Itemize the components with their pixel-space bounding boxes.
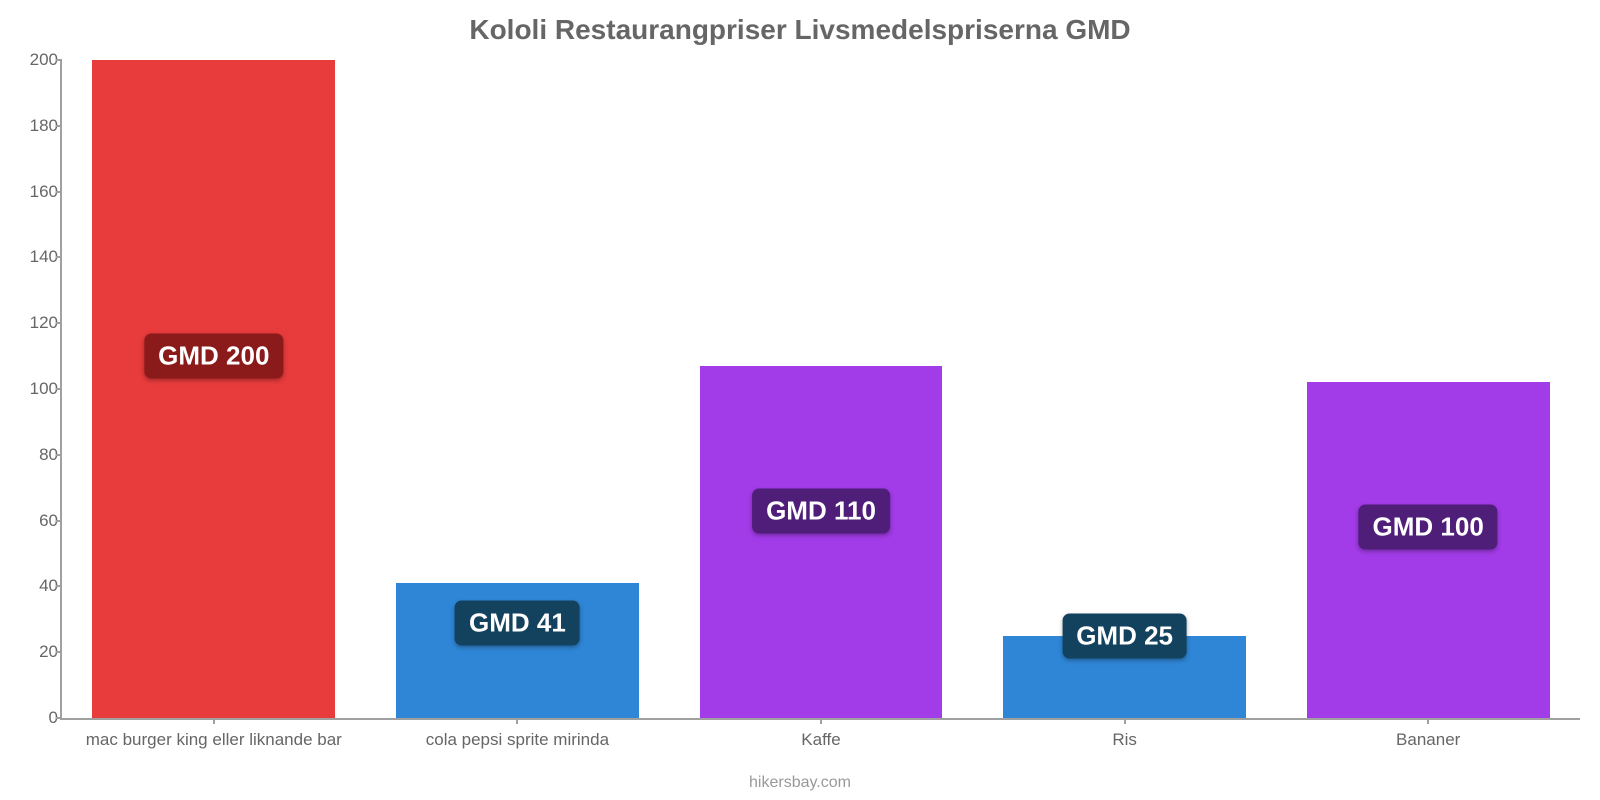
chart-title: Kololi Restaurangpriser Livsmedelspriser…: [0, 14, 1600, 46]
x-axis-label: Ris: [980, 730, 1268, 750]
y-tick-mark: [56, 717, 62, 719]
chart-container: Kololi Restaurangpriser Livsmedelspriser…: [0, 0, 1600, 800]
x-axis-label: cola pepsi sprite mirinda: [373, 730, 661, 750]
value-badge: GMD 41: [455, 600, 580, 645]
y-tick-label: 200: [18, 50, 58, 70]
bar: [92, 60, 335, 718]
x-tick-mark: [1124, 718, 1126, 724]
y-tick-label: 80: [18, 445, 58, 465]
y-tick-label: 180: [18, 116, 58, 136]
y-tick-mark: [56, 454, 62, 456]
bar: [700, 366, 943, 718]
y-tick-label: 160: [18, 182, 58, 202]
y-tick-label: 40: [18, 576, 58, 596]
y-tick-mark: [56, 256, 62, 258]
value-badge: GMD 200: [144, 334, 283, 379]
plot-area: 020406080100120140160180200mac burger ki…: [60, 60, 1580, 720]
y-tick-label: 100: [18, 379, 58, 399]
x-axis-label: mac burger king eller liknande bar: [70, 730, 358, 750]
x-tick-mark: [820, 718, 822, 724]
x-tick-mark: [1427, 718, 1429, 724]
chart-footer: hikersbay.com: [0, 774, 1600, 792]
value-badge: GMD 25: [1062, 613, 1187, 658]
y-tick-mark: [56, 191, 62, 193]
y-tick-mark: [56, 125, 62, 127]
y-tick-mark: [56, 585, 62, 587]
y-tick-label: 0: [18, 708, 58, 728]
y-tick-mark: [56, 388, 62, 390]
x-axis-label: Bananer: [1284, 730, 1572, 750]
y-tick-mark: [56, 322, 62, 324]
y-tick-label: 120: [18, 313, 58, 333]
y-tick-label: 20: [18, 642, 58, 662]
value-badge: GMD 110: [752, 488, 890, 533]
x-axis-label: Kaffe: [677, 730, 965, 750]
y-tick-mark: [56, 651, 62, 653]
y-tick-mark: [56, 520, 62, 522]
y-tick-label: 60: [18, 511, 58, 531]
bar: [1307, 382, 1550, 718]
value-badge: GMD 100: [1359, 505, 1498, 550]
x-tick-mark: [516, 718, 518, 724]
y-tick-mark: [56, 59, 62, 61]
x-tick-mark: [213, 718, 215, 724]
y-tick-label: 140: [18, 247, 58, 267]
